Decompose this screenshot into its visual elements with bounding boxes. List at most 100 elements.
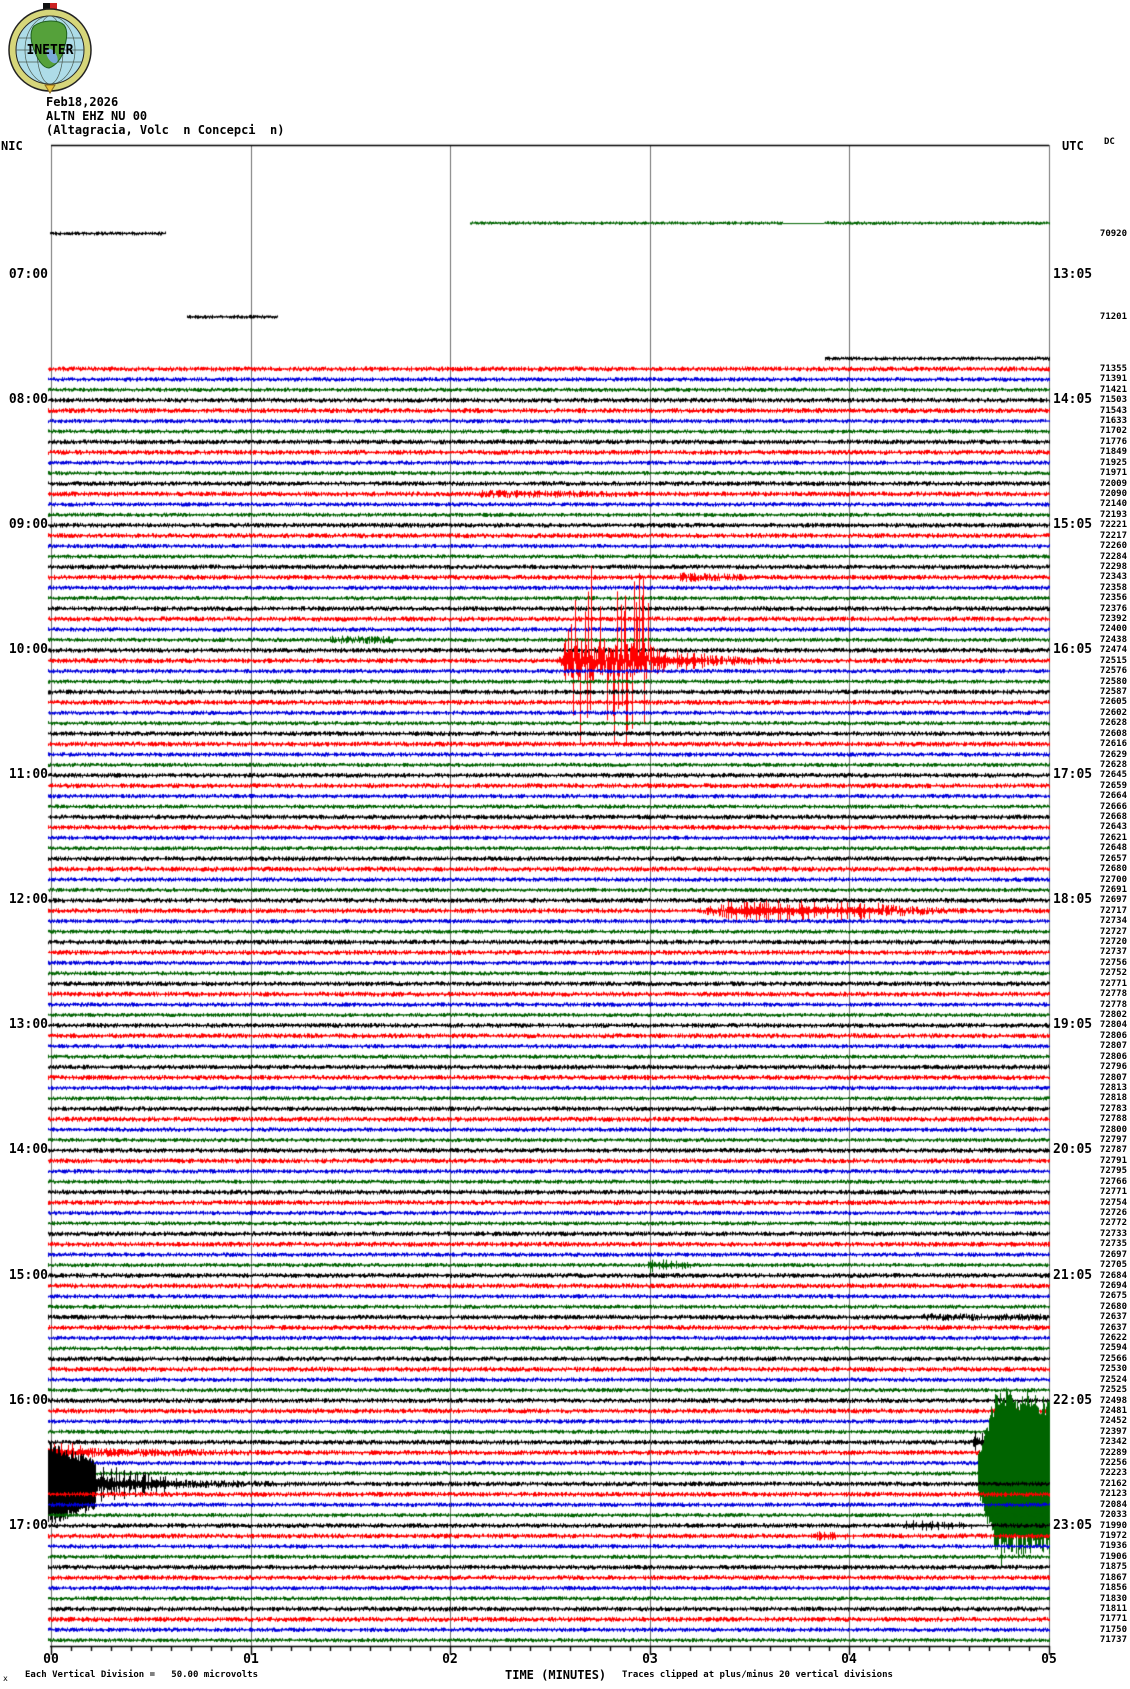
right-timezone-label: UTC	[1062, 139, 1084, 153]
hour-label-left: 13:00	[8, 1017, 48, 1032]
dc-value: 71990	[1099, 1521, 1127, 1531]
dc-value: 72400	[1099, 624, 1127, 634]
dc-value: 72645	[1099, 770, 1127, 780]
dc-value: 72778	[1099, 989, 1127, 999]
logo-flag-icon	[43, 3, 50, 13]
dc-value: 71776	[1099, 437, 1127, 447]
dc-value: 72123	[1099, 1489, 1127, 1499]
dc-value: 71856	[1099, 1583, 1127, 1593]
dc-value: 72498	[1099, 1396, 1127, 1406]
dc-value: 72628	[1099, 718, 1127, 728]
hour-label-left: 12:00	[8, 892, 48, 907]
dc-value: 72376	[1099, 604, 1127, 614]
dc-value: 72804	[1099, 1020, 1127, 1030]
dc-value: 72691	[1099, 885, 1127, 895]
dc-value: 72705	[1099, 1260, 1127, 1270]
hour-label-left: 17:00	[8, 1518, 48, 1533]
dc-value: 72807	[1099, 1041, 1127, 1051]
dc-value: 72657	[1099, 854, 1127, 864]
x-tick-label: 03	[642, 1652, 658, 1667]
dc-value: 72778	[1099, 1000, 1127, 1010]
x-tick-label: 00	[43, 1652, 59, 1667]
dc-value: 72694	[1099, 1281, 1127, 1291]
dc-value: 71875	[1099, 1562, 1127, 1572]
dc-value: 72481	[1099, 1406, 1127, 1416]
dc-value: 72566	[1099, 1354, 1127, 1364]
dc-value: 72616	[1099, 739, 1127, 749]
hour-label-right: 20:05	[1053, 1142, 1093, 1157]
dc-value: 72680	[1099, 864, 1127, 874]
x-tick-label: 01	[243, 1652, 259, 1667]
dc-value: 72090	[1099, 489, 1127, 499]
hour-label-left: 14:00	[8, 1142, 48, 1157]
dc-value: 72474	[1099, 645, 1127, 655]
corner-mark: x	[3, 1674, 8, 1683]
dc-value: 72783	[1099, 1104, 1127, 1114]
dc-value: 72806	[1099, 1031, 1127, 1041]
dc-value: 72084	[1099, 1500, 1127, 1510]
dc-value: 72594	[1099, 1343, 1127, 1353]
dc-value: 72802	[1099, 1010, 1127, 1020]
dc-value: 72700	[1099, 875, 1127, 885]
dc-value: 72284	[1099, 552, 1127, 562]
dc-value: 72342	[1099, 1437, 1127, 1447]
dc-column-header: DC	[1104, 137, 1115, 147]
dc-value: 72697	[1099, 895, 1127, 905]
dc-value: 72735	[1099, 1239, 1127, 1249]
dc-value: 72771	[1099, 1187, 1127, 1197]
nicaragua-map-icon	[30, 20, 68, 69]
dc-value: 72140	[1099, 499, 1127, 509]
x-tick-label: 05	[1041, 1652, 1057, 1667]
header-location: (Altagracia, Volc n Concepci n)	[46, 123, 285, 137]
hour-label-right: 15:05	[1053, 517, 1093, 532]
x-axis-title: TIME (MINUTES)	[505, 1668, 607, 1682]
dc-value: 72587	[1099, 687, 1127, 697]
dc-value: 72608	[1099, 729, 1127, 739]
dc-value: 72737	[1099, 947, 1127, 957]
dc-value: 71633	[1099, 416, 1127, 426]
dc-value: 72668	[1099, 812, 1127, 822]
dc-value: 71503	[1099, 395, 1127, 405]
dc-value: 72717	[1099, 906, 1127, 916]
dc-value: 70920	[1099, 229, 1127, 239]
dc-value: 72797	[1099, 1135, 1127, 1145]
dc-value: 72734	[1099, 916, 1127, 926]
dc-value: 72643	[1099, 822, 1127, 832]
dc-value: 72621	[1099, 833, 1127, 843]
hour-label-left: 10:00	[8, 642, 48, 657]
dc-value: 72580	[1099, 677, 1127, 687]
dc-value: 72629	[1099, 750, 1127, 760]
dc-value: 71867	[1099, 1573, 1127, 1583]
dc-value: 72720	[1099, 937, 1127, 947]
dc-value: 71737	[1099, 1635, 1127, 1645]
hour-label-left: 09:00	[8, 517, 48, 532]
lake-icon	[46, 48, 58, 64]
hour-label-right: 23:05	[1053, 1518, 1093, 1533]
hour-label-right: 17:05	[1053, 767, 1093, 782]
dc-value: 72637	[1099, 1323, 1127, 1333]
dc-value: 72298	[1099, 562, 1127, 572]
dc-value: 72525	[1099, 1385, 1127, 1395]
dc-value: 71421	[1099, 385, 1127, 395]
dc-value: 71906	[1099, 1552, 1127, 1562]
dc-value: 72162	[1099, 1479, 1127, 1489]
dc-value: 72787	[1099, 1145, 1127, 1155]
dc-value: 72602	[1099, 708, 1127, 718]
dc-value: 72791	[1099, 1156, 1127, 1166]
dc-value: 72800	[1099, 1125, 1127, 1135]
dc-value: 72756	[1099, 958, 1127, 968]
dc-value: 72343	[1099, 572, 1127, 582]
dc-value: 72697	[1099, 1250, 1127, 1260]
dc-value: 72289	[1099, 1448, 1127, 1458]
dc-value: 72754	[1099, 1198, 1127, 1208]
dc-value: 72664	[1099, 791, 1127, 801]
dc-value: 72752	[1099, 968, 1127, 978]
dc-value: 72260	[1099, 541, 1127, 551]
dc-value: 72392	[1099, 614, 1127, 624]
dc-value: 72807	[1099, 1073, 1127, 1083]
hour-label-right: 21:05	[1053, 1268, 1093, 1283]
hour-label-right: 16:05	[1053, 642, 1093, 657]
dc-value: 72796	[1099, 1062, 1127, 1072]
